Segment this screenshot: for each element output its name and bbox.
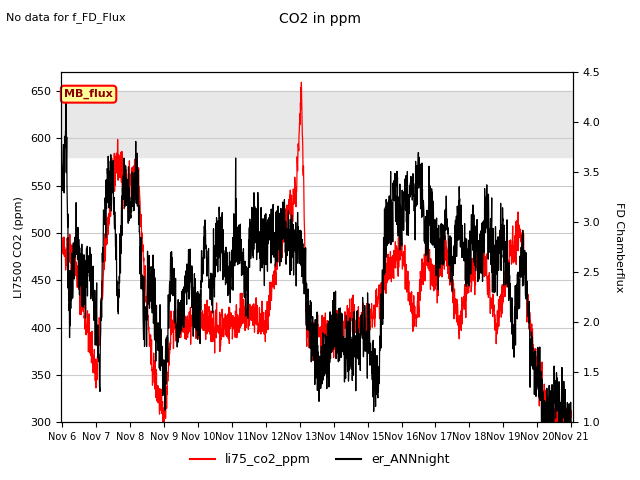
Text: No data for f_FD_Flux: No data for f_FD_Flux xyxy=(6,12,126,23)
Text: MB_flux: MB_flux xyxy=(64,89,113,99)
Text: CO2 in ppm: CO2 in ppm xyxy=(279,12,361,26)
Y-axis label: FD Chamberflux: FD Chamberflux xyxy=(614,202,624,292)
Y-axis label: LI7500 CO2 (ppm): LI7500 CO2 (ppm) xyxy=(14,196,24,298)
Legend: li75_co2_ppm, er_ANNnight: li75_co2_ppm, er_ANNnight xyxy=(186,448,454,471)
Bar xyxy=(61,91,573,157)
